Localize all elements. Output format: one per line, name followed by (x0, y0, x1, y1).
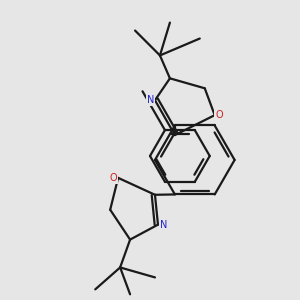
Text: O: O (110, 173, 118, 183)
Text: N: N (160, 220, 168, 230)
Text: N: N (147, 95, 154, 105)
Text: O: O (215, 110, 223, 120)
